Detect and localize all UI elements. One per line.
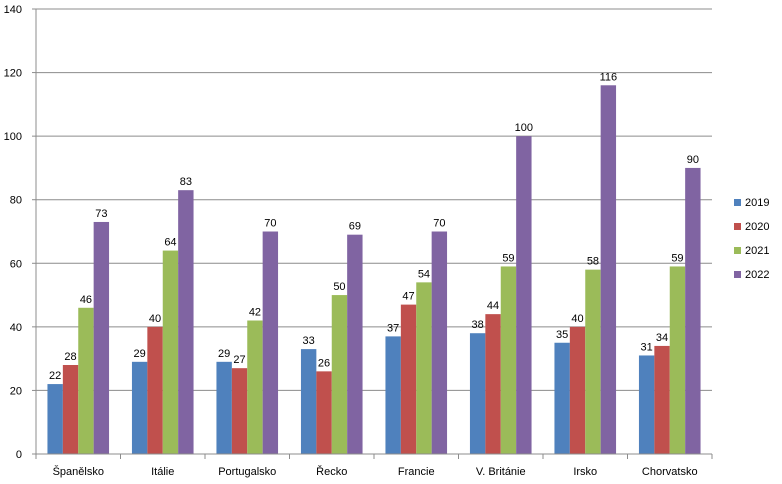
bar-2020 — [231, 368, 248, 454]
bar-2020 — [654, 345, 670, 454]
data-label: 64 — [164, 237, 176, 249]
y-tick-label: 60 — [10, 258, 22, 270]
bar-2022 — [262, 231, 279, 454]
data-label: 90 — [687, 154, 699, 166]
data-label: 35 — [556, 329, 568, 341]
data-label: 116 — [600, 71, 618, 83]
y-tick-label: 0 — [16, 449, 22, 461]
bar-2022 — [516, 136, 532, 454]
data-label: 37 — [387, 322, 399, 334]
bar-2020 — [147, 326, 163, 454]
bar-2021 — [331, 295, 348, 454]
x-tick-label: Irsko — [573, 466, 597, 478]
data-label: 31 — [641, 341, 653, 353]
legend-label: 2022 — [745, 269, 769, 281]
bar-2022 — [431, 231, 448, 454]
data-label: 47 — [402, 291, 414, 303]
data-label: 46 — [80, 294, 92, 306]
bar-2021 — [416, 282, 432, 454]
y-tick-label: 120 — [4, 68, 22, 80]
y-tick-label: 140 — [4, 4, 22, 16]
data-label: 22 — [49, 370, 61, 382]
y-tick-label: 80 — [10, 195, 22, 207]
data-label: 59 — [502, 252, 514, 264]
data-label: 40 — [149, 313, 161, 325]
data-labels: 2228467329406483292742703326506937475470… — [49, 71, 699, 382]
bar-2019 — [47, 384, 63, 454]
x-tick-label: Francie — [398, 466, 435, 478]
data-label: 69 — [349, 221, 361, 233]
data-label: 26 — [318, 357, 330, 369]
x-tick-label: Řecko — [316, 465, 347, 478]
data-label: 70 — [433, 218, 445, 230]
bar-2019 — [469, 333, 486, 454]
x-axis-ticks: Španělsko Itálie Portugalsko Řecko Francie V.… — [35, 454, 713, 478]
bar-2019 — [638, 355, 655, 454]
bar-2019 — [300, 349, 317, 454]
y-tick-label: 40 — [10, 322, 22, 334]
bar-2021 — [162, 250, 179, 454]
bar-2022 — [685, 167, 701, 454]
bar-2019 — [131, 361, 148, 454]
legend-swatch-2019 — [734, 199, 741, 206]
data-label: 73 — [95, 208, 107, 220]
bar-2022 — [347, 234, 363, 454]
data-label: 38 — [472, 319, 484, 331]
data-label: 33 — [303, 335, 315, 347]
x-tick-label: V. Británie — [476, 466, 526, 478]
x-tick-label: Portugalsko — [218, 466, 276, 478]
x-tick-label: Itálie — [151, 466, 174, 478]
bar-2022 — [178, 190, 194, 454]
bar-2021 — [247, 320, 263, 454]
legend-swatch-2021 — [734, 247, 741, 254]
data-label: 59 — [671, 252, 683, 264]
y-tick-label: 100 — [4, 131, 22, 143]
bar-2020 — [485, 314, 501, 454]
bar-2021 — [585, 269, 601, 454]
legend-swatch-2020 — [734, 223, 741, 230]
bar-2020 — [62, 365, 79, 454]
legend-label: 2021 — [745, 245, 769, 257]
x-tick-label: Chorvatsko — [642, 466, 698, 478]
data-label: 50 — [333, 281, 345, 293]
data-label: 58 — [587, 256, 599, 268]
data-label: 29 — [218, 348, 230, 360]
data-label: 29 — [134, 348, 146, 360]
data-label: 40 — [571, 313, 583, 325]
data-label: 27 — [233, 354, 245, 366]
data-label: 42 — [249, 307, 261, 319]
bar-2019 — [216, 361, 232, 454]
bar-2021 — [78, 307, 94, 454]
bar-2019 — [385, 336, 401, 454]
legend-label: 2020 — [745, 221, 769, 233]
data-label: 100 — [515, 122, 533, 134]
x-tick-label: Španělsko — [53, 465, 104, 478]
bars — [47, 85, 701, 455]
legend-swatch-2022 — [734, 271, 741, 278]
data-label: 83 — [180, 176, 192, 188]
bar-2021 — [500, 266, 517, 454]
legend: 2019 2020 2021 2022 — [734, 197, 769, 281]
bar-2022 — [600, 85, 617, 455]
data-label: 54 — [418, 268, 430, 280]
data-label: 44 — [487, 300, 499, 312]
bar-2022 — [93, 221, 110, 454]
bar-2020 — [569, 326, 586, 454]
y-tick-label: 20 — [10, 385, 22, 397]
y-axis-ticks: 0 20 40 60 80 100 120 140 — [4, 4, 36, 461]
bar-2020 — [400, 304, 417, 454]
data-label: 70 — [264, 218, 276, 230]
data-label: 34 — [656, 332, 668, 344]
bar-2020 — [316, 371, 332, 454]
bar-2019 — [554, 342, 570, 454]
bar-2021 — [669, 266, 686, 454]
data-label: 28 — [64, 351, 76, 363]
legend-label: 2019 — [745, 197, 769, 209]
